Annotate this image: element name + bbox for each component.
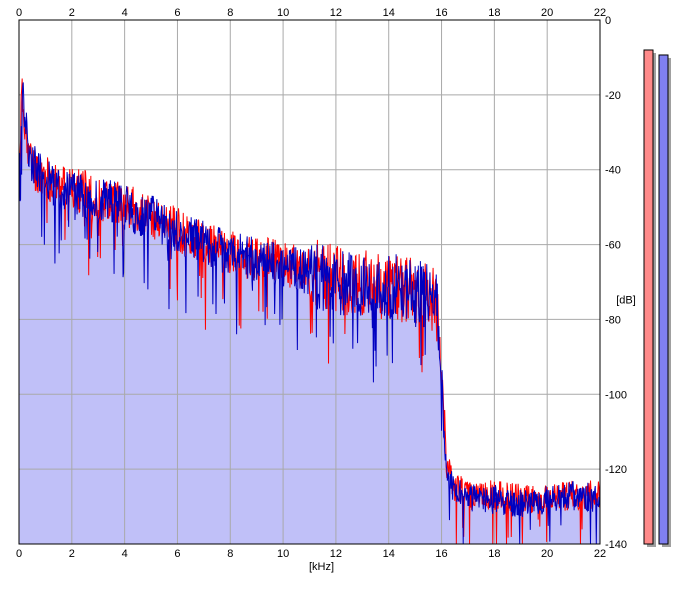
x-axis-label: [kHz] [309, 561, 334, 573]
y-tick-label: -60 [605, 240, 621, 252]
right-level-meter [658, 54, 669, 545]
x-tick-label-bottom: 2 [69, 548, 75, 560]
x-tick-label-bottom: 14 [383, 548, 395, 560]
x-tick-label-bottom: 22 [594, 548, 606, 560]
y-tick-label: -140 [605, 539, 627, 551]
x-tick-label-top: 2 [69, 7, 75, 19]
x-tick-label-top: 4 [122, 7, 128, 19]
left-level-meter [643, 49, 654, 545]
plot-frame [18, 19, 601, 545]
y-tick-label: 0 [605, 15, 611, 27]
spectrum-fill-area [19, 78, 600, 545]
x-tick-label-bottom: 4 [122, 548, 128, 560]
x-tick-label-top: 8 [227, 7, 233, 19]
x-tick-label-bottom: 0 [16, 548, 22, 560]
x-tick-label-bottom: 18 [488, 548, 500, 560]
x-tick-label-top: 18 [488, 7, 500, 19]
x-tick-label-top: 16 [435, 7, 447, 19]
x-tick-label-top: 0 [16, 7, 22, 19]
x-tick-label-bottom: 6 [174, 548, 180, 560]
y-tick-label: -100 [605, 389, 627, 401]
x-tick-label-bottom: 16 [435, 548, 447, 560]
right-channel-series-line [18, 82, 601, 545]
x-tick-label-top: 10 [277, 7, 289, 19]
x-tick-label-bottom: 20 [541, 548, 553, 560]
x-tick-label-top: 6 [174, 7, 180, 19]
y-tick-label: -20 [605, 90, 621, 102]
y-tick-label: -120 [605, 464, 627, 476]
x-tick-label-top: 22 [594, 7, 606, 19]
x-tick-label-bottom: 10 [277, 548, 289, 560]
x-tick-label-top: 12 [330, 7, 342, 19]
x-tick-label-bottom: 12 [330, 548, 342, 560]
y-tick-label: -80 [605, 314, 621, 326]
x-tick-label-top: 14 [383, 7, 395, 19]
x-tick-label-bottom: 8 [227, 548, 233, 560]
x-tick-label-top: 20 [541, 7, 553, 19]
y-tick-label: -40 [605, 165, 621, 177]
y-axis-label: [dB] [616, 294, 636, 306]
